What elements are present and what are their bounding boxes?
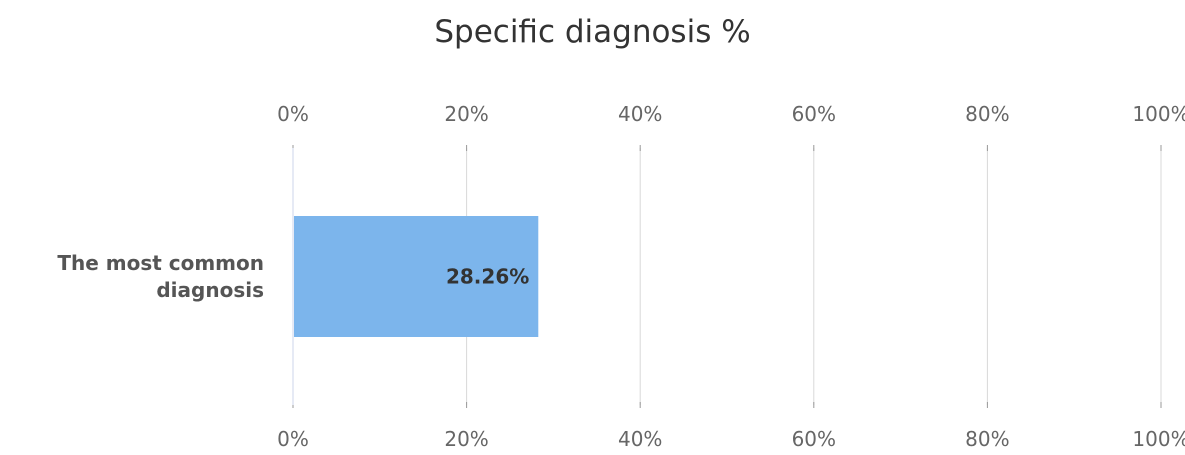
x-tick-label-top: 0% bbox=[277, 102, 309, 126]
y-category-label: The most common diagnosis bbox=[57, 251, 264, 302]
x-tick-label-top: 100% bbox=[1132, 102, 1185, 126]
chart-title: Specific diagnosis % bbox=[434, 14, 751, 50]
x-tick-label-top: 20% bbox=[444, 102, 488, 126]
x-tick-label-bottom: 20% bbox=[444, 427, 488, 451]
x-tick-label-bottom: 0% bbox=[277, 427, 309, 451]
x-tick-label-bottom: 60% bbox=[792, 427, 836, 451]
bar bbox=[294, 216, 539, 337]
category-label-line: The most common bbox=[57, 251, 264, 275]
x-tick-label-top: 80% bbox=[965, 102, 1009, 126]
x-tick-label-bottom: 80% bbox=[965, 427, 1009, 451]
category-label-line: diagnosis bbox=[156, 278, 264, 302]
x-tick-label-bottom: 100% bbox=[1132, 427, 1185, 451]
bar-data-label: 28.26% bbox=[446, 265, 529, 289]
x-tick-label-bottom: 40% bbox=[618, 427, 662, 451]
x-tick-label-top: 40% bbox=[618, 102, 662, 126]
x-tick-label-top: 60% bbox=[792, 102, 836, 126]
